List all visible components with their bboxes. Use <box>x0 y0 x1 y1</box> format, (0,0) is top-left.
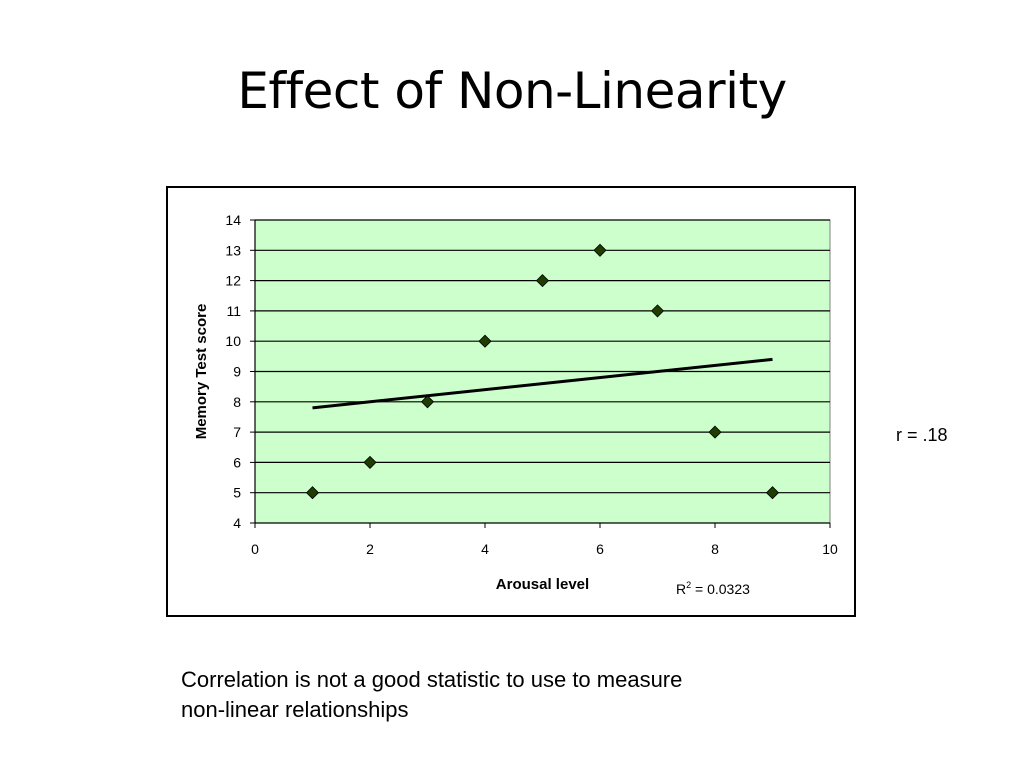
y-tick-label: 6 <box>233 454 241 470</box>
x-tick-label: 10 <box>822 541 838 557</box>
caption: Correlation is not a good statistic to u… <box>181 665 801 725</box>
data-point <box>708 425 722 439</box>
y-axis-title: Memory Test score <box>193 304 210 440</box>
caption-line-1: Correlation is not a good statistic to u… <box>181 667 683 692</box>
y-tick-label: 8 <box>233 394 241 410</box>
x-tick-label: 6 <box>596 541 604 557</box>
trendline <box>312 357 773 410</box>
slide-title: Effect of Non-Linearity <box>237 62 787 120</box>
y-tick-label: 7 <box>233 424 241 440</box>
y-tick-label: 11 <box>226 303 241 319</box>
data-point <box>420 395 435 409</box>
x-tick-label: 2 <box>366 541 374 557</box>
x-tick-label: 4 <box>481 541 489 557</box>
data-point <box>478 334 492 348</box>
data-point <box>650 304 665 318</box>
y-tick-label: 9 <box>233 364 241 380</box>
caption-line-2: non-linear relationships <box>181 697 409 722</box>
r-squared-label: R2 = 0.0323 <box>676 580 750 597</box>
y-tick-label: 5 <box>233 485 241 501</box>
x-axis-title: Arousal level <box>496 576 589 593</box>
correlation-label: r = .18 <box>896 425 948 445</box>
y-tick-label: 13 <box>225 242 241 258</box>
data-point <box>765 486 780 500</box>
scatter-chart: 4 5 6 7 8 9 10 11 12 13 14 0 2 4 6 8 10 Arousal level Memo… <box>193 212 838 597</box>
data-point <box>535 274 550 288</box>
y-tick-label: 14 <box>225 212 241 228</box>
x-tick-label: 8 <box>711 541 719 557</box>
data-point <box>593 243 607 257</box>
y-tick-label: 4 <box>233 515 241 531</box>
chart-frame: 4 5 6 7 8 9 10 11 12 13 14 0 2 4 6 8 10 Arousal level Memo… <box>166 186 856 617</box>
data-point <box>305 486 320 500</box>
x-tick-label: 0 <box>251 541 259 557</box>
y-tick-label: 12 <box>225 273 241 289</box>
y-tick-label: 10 <box>225 333 241 349</box>
data-point <box>363 455 377 469</box>
